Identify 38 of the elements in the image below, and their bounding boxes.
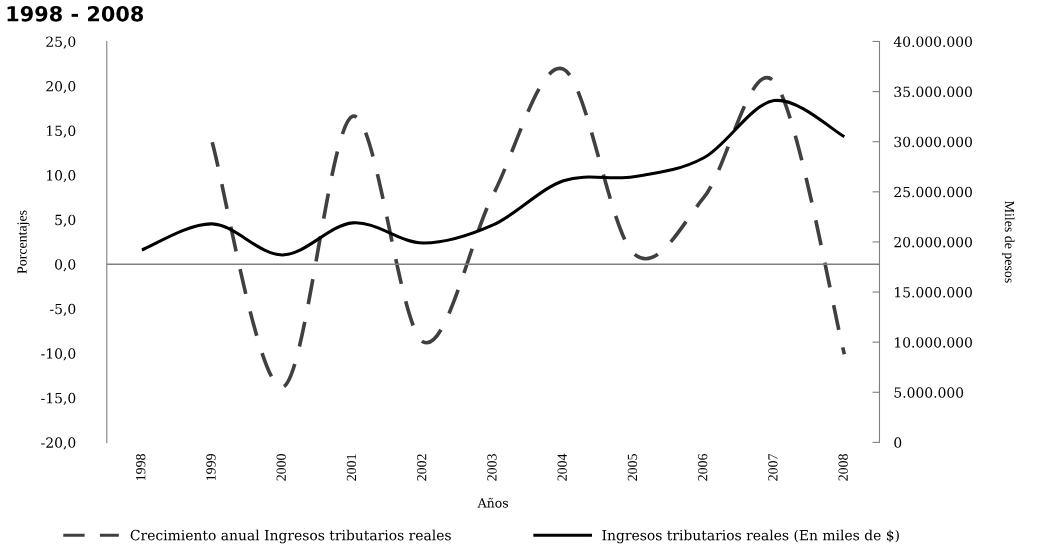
y2-axis-title: Miles de pesos	[1001, 201, 1015, 283]
y-axis-title: Porcentajes	[17, 210, 30, 274]
x-tick-label: 2007	[768, 453, 778, 481]
y2-tick-label: 25.000.000	[894, 186, 972, 198]
x-tick-label: 2002	[417, 454, 427, 481]
y2-tick-label: 10.000.000	[895, 337, 972, 348]
y2-tick-label: 5.000.000	[894, 387, 964, 398]
y2-tick-label: 40.000.000	[893, 36, 972, 47]
x-axis-title: Años	[477, 497, 508, 508]
y-tick-label: 15,0	[47, 125, 76, 138]
y2-tick-label: 30.000.000	[894, 136, 972, 148]
y2-tick-label: 20.000.000	[894, 236, 972, 248]
chart-title: 1998 - 2008	[7, 5, 144, 22]
x-tick-label: 2003	[487, 454, 497, 481]
y-tick-label: -5,0	[50, 303, 76, 316]
x-tick-label: 2008	[838, 454, 848, 481]
x-tick-label: 2006	[697, 453, 708, 481]
x-tick-label: 1998	[136, 454, 146, 481]
x-tick-label: 2005	[627, 454, 638, 481]
x-tick-label: 2004	[557, 453, 567, 481]
y-tick-label: 25,0	[46, 36, 76, 49]
legend-label: Ingresos tributarios reales (En miles de $)	[602, 529, 899, 544]
x-tick-label: 2001	[346, 454, 357, 481]
x-tick-label: 2000	[276, 454, 286, 481]
y2-tick-label: 35.000.000	[894, 86, 972, 98]
x-tick-label: 1999	[206, 454, 216, 481]
y-tick-label: 5,0	[55, 214, 76, 227]
y2-tick-label: 0	[894, 437, 902, 448]
legend-label: Crecimiento anual Ingresos tributarios reales	[130, 529, 451, 544]
y-tick-label: 20,0	[46, 80, 76, 94]
y-tick-label: 0,0	[55, 259, 76, 272]
y-tick-label: -10,0	[41, 348, 76, 361]
line-series	[210, 67, 847, 389]
line-series	[140, 99, 846, 257]
y2-tick-label: 15.000.000	[895, 287, 972, 298]
y-tick-label: -15,0	[41, 392, 76, 406]
y-tick-label: 10,0	[47, 170, 76, 183]
y-tick-label: -20,0	[41, 437, 76, 450]
